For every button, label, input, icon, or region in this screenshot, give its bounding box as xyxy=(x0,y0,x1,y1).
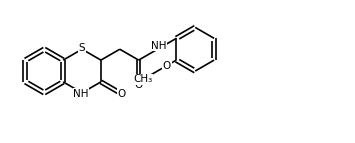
Text: NH: NH xyxy=(73,89,89,99)
Text: O: O xyxy=(118,89,126,99)
Text: NH: NH xyxy=(151,41,166,51)
Text: S: S xyxy=(79,43,85,53)
Text: O: O xyxy=(135,80,143,90)
Text: CH₃: CH₃ xyxy=(133,74,153,84)
Text: O: O xyxy=(163,60,171,70)
